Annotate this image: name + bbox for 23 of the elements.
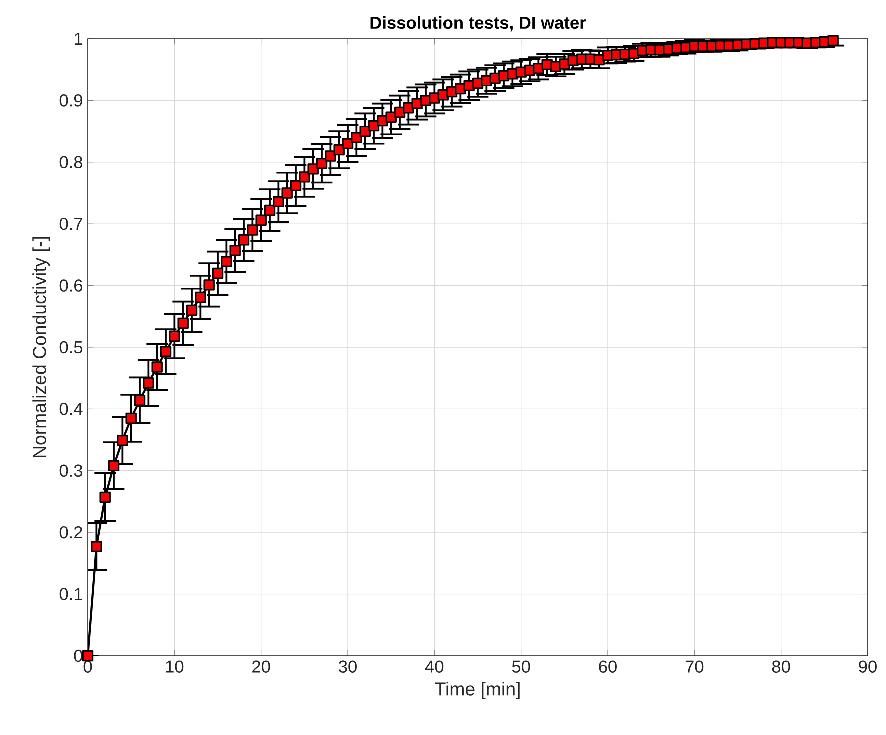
x-tick-label: 80 [772,660,790,673]
y-tick-label: 0.8 [60,156,83,169]
y-tick-label: 0.3 [60,464,83,478]
y-tick-label: 0.1 [60,588,82,600]
y-tick-label: 0.4 [60,403,83,416]
x-tick-label: 40 [425,660,444,673]
x-tick-label: 90 [859,660,877,673]
chart-title: Dissolution tests, DI water [370,16,586,32]
y-tick-label: 0.6 [60,280,83,292]
y-tick-label: 0.2 [60,526,82,539]
y-tick-label: 0.5 [60,341,83,354]
x-tick-label: 30 [339,660,357,673]
x-tick-label: 20 [252,660,270,673]
y-tick-label: 1 [74,33,82,45]
y-tick-label: 0.7 [60,218,82,230]
x-axis-title: Time [min] [435,682,520,700]
x-tick-label: 60 [599,660,617,673]
y-axis-title: Normalized Conductivity [-] [32,237,50,458]
y-tick-label: 0 [74,650,83,662]
x-tick-label: 70 [686,660,704,673]
y-tick-label: 0.9 [60,94,82,107]
x-tick-label: 10 [166,660,184,673]
x-tick-label: 50 [512,660,530,673]
